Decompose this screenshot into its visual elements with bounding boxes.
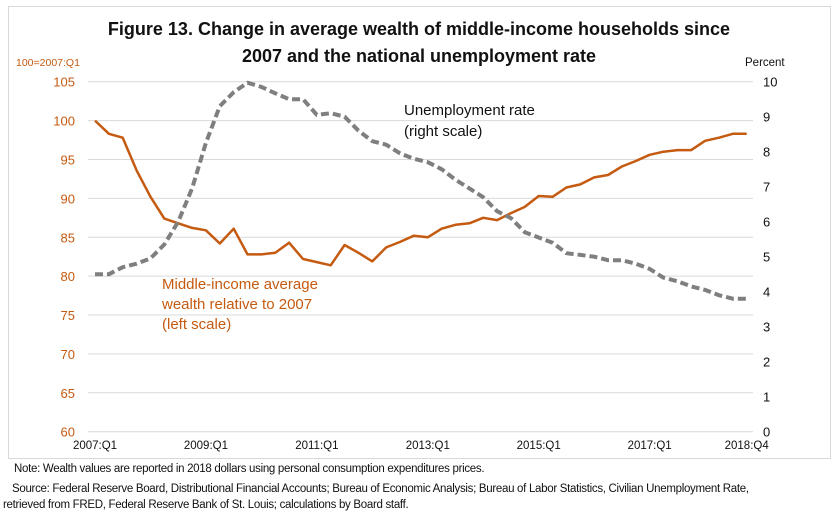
chart-frame	[8, 6, 831, 459]
x-tick-label: 2009:Q1	[184, 440, 228, 452]
x-tick-label: 2007:Q1	[73, 440, 117, 452]
right-tick-label: 7	[763, 180, 770, 195]
left-tick-label: 105	[53, 75, 75, 90]
left-axis-label: 100=2007:Q1	[16, 57, 80, 69]
right-tick-label: 8	[763, 145, 770, 160]
left-tick-label: 70	[61, 347, 75, 362]
unemployment-series-label: Unemployment rate	[404, 102, 535, 119]
left-tick-label: 65	[61, 386, 75, 401]
right-tick-label: 9	[763, 110, 770, 125]
right-tick-label: 5	[763, 250, 770, 265]
note-text: Note: Wealth values are reported in 2018…	[14, 463, 485, 475]
source-text-line1: Source: Federal Reserve Board, Distribut…	[12, 483, 749, 495]
left-tick-label: 60	[61, 425, 75, 440]
right-tick-label: 1	[763, 390, 770, 405]
left-tick-label: 95	[61, 152, 75, 167]
x-tick-label: 2015:Q1	[517, 440, 561, 452]
x-tick-label: 2013:Q1	[406, 440, 450, 452]
source-text-line2: retrieved from FRED, Federal Reserve Ban…	[3, 499, 409, 511]
unemployment-series-label: (right scale)	[404, 123, 482, 140]
left-tick-label: 90	[61, 191, 75, 206]
chart-title: Figure 13. Change in average wealth of m…	[108, 19, 730, 39]
left-tick-label: 75	[61, 308, 75, 323]
right-tick-label: 10	[763, 75, 777, 90]
right-tick-label: 2	[763, 355, 770, 370]
wealth-series-label: (left scale)	[162, 316, 231, 333]
x-tick-label: 2011:Q1	[295, 440, 338, 452]
wealth-series-label: Middle-income average	[162, 276, 318, 293]
right-tick-label: 4	[763, 285, 770, 300]
right-tick-label: 3	[763, 320, 770, 335]
right-axis-label: Percent	[745, 57, 785, 69]
x-tick-label: 2018:Q4	[725, 440, 770, 452]
chart-title-line2: 2007 and the national unemployment rate	[242, 46, 596, 66]
wealth-series-label: wealth relative to 2007	[161, 296, 312, 313]
left-tick-label: 80	[61, 269, 75, 284]
wealth-series-line	[94, 119, 747, 267]
left-tick-label: 100	[53, 114, 75, 129]
x-tick-label: 2017:Q1	[628, 440, 672, 452]
right-tick-label: 6	[763, 215, 770, 230]
left-tick-label: 85	[61, 230, 75, 245]
unemployment-series-line	[95, 80, 747, 301]
right-tick-label: 0	[763, 425, 770, 440]
